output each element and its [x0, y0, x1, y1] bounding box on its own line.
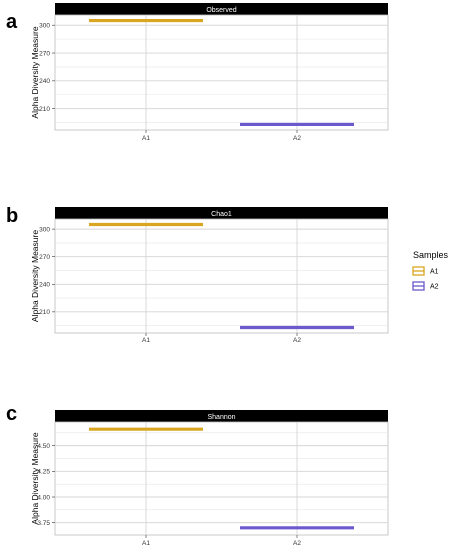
y-axis-title: Alpha Diversity Measure — [30, 230, 40, 322]
facet-strip — [55, 3, 388, 15]
x-tick-label: A1 — [142, 540, 150, 547]
legend-title: Samples — [413, 250, 449, 260]
plot-area — [54, 421, 389, 536]
y-tick-label: 3.75 — [37, 520, 50, 527]
y-axis-title: Alpha Diversity Measure — [30, 432, 40, 524]
x-tick-label: A2 — [293, 337, 301, 344]
y-tick-label: 300 — [39, 226, 50, 233]
x-tick-label: A1 — [142, 135, 150, 142]
x-tick-label: A1 — [142, 337, 150, 344]
y-tick-label: 240 — [39, 78, 50, 85]
panel-letter: a — [6, 11, 18, 33]
legend-label: A2 — [430, 284, 439, 291]
facet-label: Shannon — [207, 414, 235, 421]
y-tick-label: 300 — [39, 23, 50, 30]
facet-label: Observed — [206, 7, 236, 14]
y-tick-label: 210 — [39, 309, 50, 316]
panel-letter: b — [6, 205, 18, 227]
x-tick-label: A2 — [293, 540, 301, 547]
panel-letter: c — [6, 403, 17, 425]
plot-area — [54, 218, 389, 334]
y-tick-label: 4.50 — [37, 443, 50, 450]
facet-strip — [55, 410, 388, 422]
y-tick-label: 240 — [39, 282, 50, 289]
x-tick-label: A2 — [293, 135, 301, 142]
y-axis-title: Alpha Diversity Measure — [30, 26, 40, 118]
facet-label: Chao1 — [211, 211, 232, 218]
facet-strip — [55, 207, 388, 219]
y-tick-label: 270 — [39, 50, 50, 57]
y-tick-label: 270 — [39, 254, 50, 261]
y-tick-label: 210 — [39, 106, 50, 113]
y-tick-label: 4.25 — [37, 469, 50, 476]
legend-label: A1 — [430, 269, 439, 276]
y-tick-label: 4.00 — [37, 494, 50, 501]
plot-area — [54, 14, 389, 131]
